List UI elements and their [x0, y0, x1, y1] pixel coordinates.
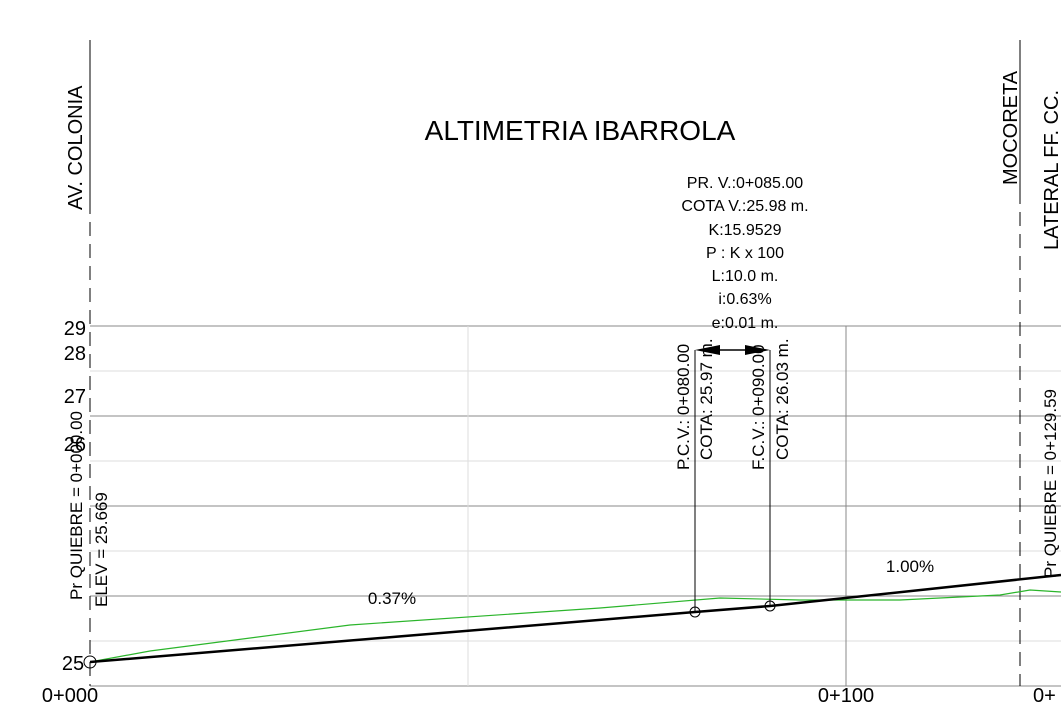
elevation-label: 26 — [64, 434, 86, 456]
point-label: Pr QUIEBRE = 0+000.00 — [67, 411, 86, 600]
station-label: 0+100 — [818, 685, 874, 707]
station-label: 0+ — [1033, 685, 1056, 707]
grid — [90, 325, 1061, 687]
slope-label: 0.37% — [368, 589, 416, 608]
info-line: K:15.9529 — [709, 222, 782, 239]
info-line: i:0.63% — [718, 291, 771, 308]
point-label: F.C.V.: 0+090.00 — [749, 344, 768, 470]
info-line: PR. V.:0+085.00 — [687, 175, 803, 192]
point-label: COTA: 26.03 m. — [773, 338, 792, 460]
point — [83, 655, 97, 669]
info-line: L:10.0 m. — [712, 268, 779, 285]
point-label: COTA: 25.97 m. — [697, 338, 716, 460]
info-line: P : K x 100 — [706, 245, 784, 262]
point-label: P.C.V.: 0+080.00 — [674, 344, 693, 470]
street-label: AV. COLONIA — [65, 85, 87, 210]
terrain-line — [89, 589, 1061, 663]
arrow — [745, 345, 770, 355]
point-label: ELEV = 25.669 — [92, 492, 111, 607]
street-label: MOCORETA — [1000, 70, 1022, 185]
info-line: COTA V.:25.98 m. — [681, 198, 808, 215]
elevation-label: 28 — [64, 343, 86, 365]
elevation-label: 27 — [64, 386, 86, 408]
info-line: e:0.01 m. — [712, 315, 779, 332]
title: ALTIMETRIA IBARROLA — [425, 115, 736, 146]
arrow — [695, 345, 720, 355]
station-label: 0+000 — [42, 685, 98, 707]
street-label: LATERAL FF. CC. — [1041, 90, 1061, 250]
slope-label: 1.00% — [886, 557, 934, 576]
grade-line — [89, 573, 1061, 664]
point-label: Pr QUIEBRE = 0+129.59 — [1041, 389, 1060, 578]
elevation-label: 25 — [62, 653, 84, 675]
elevation-label: 29 — [64, 318, 86, 340]
curve-info: PR. V.:0+085.00 COTA V.:25.98 m. K:15.95… — [681, 175, 808, 332]
